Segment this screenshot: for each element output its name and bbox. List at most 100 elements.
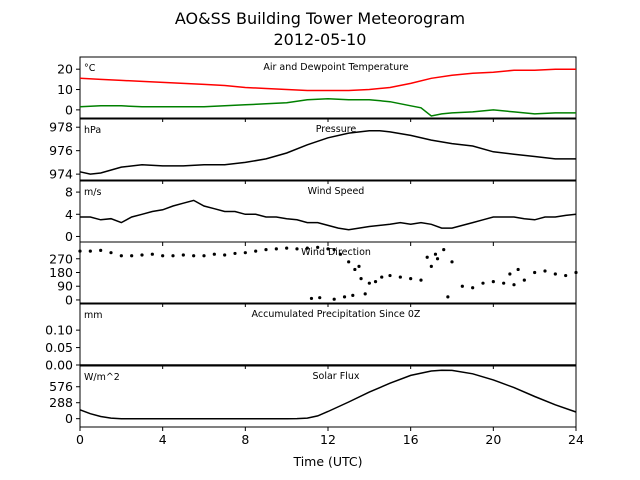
y-tick-label: 974 xyxy=(49,167,73,182)
wind-direction-point xyxy=(450,260,454,264)
wind-direction-point xyxy=(491,280,495,284)
wind-direction-point xyxy=(522,278,526,282)
wind-direction-point xyxy=(508,272,512,276)
wind-direction-point xyxy=(295,247,299,251)
panel-title: Solar Flux xyxy=(313,371,360,382)
wind-direction-point xyxy=(212,252,216,256)
wind-direction-point xyxy=(533,270,537,275)
series-line xyxy=(79,97,576,117)
wind-direction-point xyxy=(342,295,347,299)
wind-direction-point xyxy=(429,264,433,268)
wind-direction-point xyxy=(88,249,92,253)
y-tick-label: 20 xyxy=(57,62,73,77)
panel-title: Wind Direction xyxy=(301,247,371,258)
wind-direction-point xyxy=(181,253,185,257)
x-axis-label: Time (UTC) xyxy=(292,454,362,469)
wind-direction-point xyxy=(398,275,402,279)
wind-direction-point xyxy=(574,270,578,275)
y-tick-label: 0 xyxy=(65,229,73,244)
wind-direction-point xyxy=(332,297,336,301)
wind-direction-point xyxy=(388,273,392,278)
wind-direction-point xyxy=(442,248,446,252)
wind-direction-point xyxy=(516,267,520,272)
x-tick-label: 0 xyxy=(76,432,84,447)
y-tick-label: 0.10 xyxy=(45,323,73,338)
wind-direction-point xyxy=(553,272,557,276)
wind-direction-point xyxy=(347,260,351,264)
wind-direction-point xyxy=(471,286,475,290)
wind-direction-point xyxy=(243,251,247,255)
wind-direction-point xyxy=(338,252,342,256)
panel-1: 0 10 20 °C Air and Dewpoint Temperature xyxy=(57,56,577,122)
wind-direction-point xyxy=(326,247,330,251)
wind-direction-point xyxy=(433,252,438,256)
wind-direction-point xyxy=(192,254,196,258)
x-tick-label: 20 xyxy=(485,432,501,447)
x-tick-label: 16 xyxy=(403,432,419,447)
wind-direction-point xyxy=(363,292,367,296)
series-line xyxy=(79,129,576,175)
wind-direction-point xyxy=(512,283,516,287)
y-tick-label: 978 xyxy=(49,120,73,135)
wind-direction-point xyxy=(316,245,320,249)
x-tick-label: 8 xyxy=(241,432,249,447)
panel-unit-label: m/s xyxy=(84,187,101,198)
x-tick-label: 12 xyxy=(320,432,336,447)
wind-direction-point xyxy=(254,249,258,253)
chart-subtitle: 2012-05-10 xyxy=(274,30,367,49)
wind-direction-point xyxy=(109,251,113,255)
y-tick-label: 270 xyxy=(49,251,73,266)
wind-direction-point xyxy=(425,255,429,259)
panel-title: Accumulated Precipitation Since 0Z xyxy=(252,309,421,320)
panel-unit-label: °C xyxy=(84,63,96,74)
wind-direction-point xyxy=(309,296,314,301)
panel-title: Air and Dewpoint Temperature xyxy=(263,62,408,73)
wind-direction-point xyxy=(373,280,378,284)
series-line xyxy=(80,199,577,231)
panel-unit-label: W/m^2 xyxy=(84,372,120,383)
series-line xyxy=(79,369,577,420)
wind-direction-point xyxy=(564,273,568,278)
wind-direction-point xyxy=(367,281,371,285)
y-tick-label: 0.05 xyxy=(45,340,73,355)
wind-direction-point xyxy=(446,295,450,299)
panels-group: 0 10 20 °C Air and Dewpoint Temperature 974 97… xyxy=(45,56,584,447)
y-tick-label: 4 xyxy=(65,207,73,222)
y-tick-label: 0 xyxy=(65,292,73,307)
wind-direction-point xyxy=(543,269,547,273)
wind-direction-point xyxy=(202,254,206,258)
wind-direction-point xyxy=(161,254,165,258)
wind-direction-point xyxy=(481,281,485,285)
wind-direction-point xyxy=(150,252,154,256)
panel-5: 0.00 0.05 0.10 mm Accumulated Precipitation … xyxy=(45,303,577,373)
wind-direction-point xyxy=(359,277,363,281)
y-tick-label: 10 xyxy=(57,82,73,97)
panel-2: 974 976 978 hPa Pressure xyxy=(49,118,577,184)
wind-direction-point xyxy=(502,281,506,285)
wind-direction-point xyxy=(435,257,440,261)
y-tick-label: 576 xyxy=(49,379,73,394)
wind-direction-point xyxy=(332,248,336,252)
y-tick-label: 0 xyxy=(65,102,73,117)
y-tick-label: 180 xyxy=(49,265,73,280)
wind-direction-point xyxy=(285,246,289,250)
panel-title: Pressure xyxy=(316,124,357,135)
y-tick-label: 90 xyxy=(57,279,73,294)
series-line xyxy=(79,68,576,92)
wind-direction-point xyxy=(380,275,384,279)
wind-direction-point xyxy=(274,247,278,251)
y-tick-label: 0.00 xyxy=(45,358,73,373)
panel-3: 0 4 8 m/s Wind Speed xyxy=(65,180,577,246)
x-tick-label: 24 xyxy=(568,432,584,447)
panel-unit-label: hPa xyxy=(84,125,101,136)
y-tick-label: 288 xyxy=(49,395,73,410)
wind-direction-point xyxy=(357,264,361,268)
wind-direction-point xyxy=(119,254,123,258)
y-tick-label: 0 xyxy=(65,411,73,426)
wind-direction-point xyxy=(409,277,413,281)
wind-direction-point xyxy=(318,296,322,300)
wind-direction-point xyxy=(130,254,134,258)
